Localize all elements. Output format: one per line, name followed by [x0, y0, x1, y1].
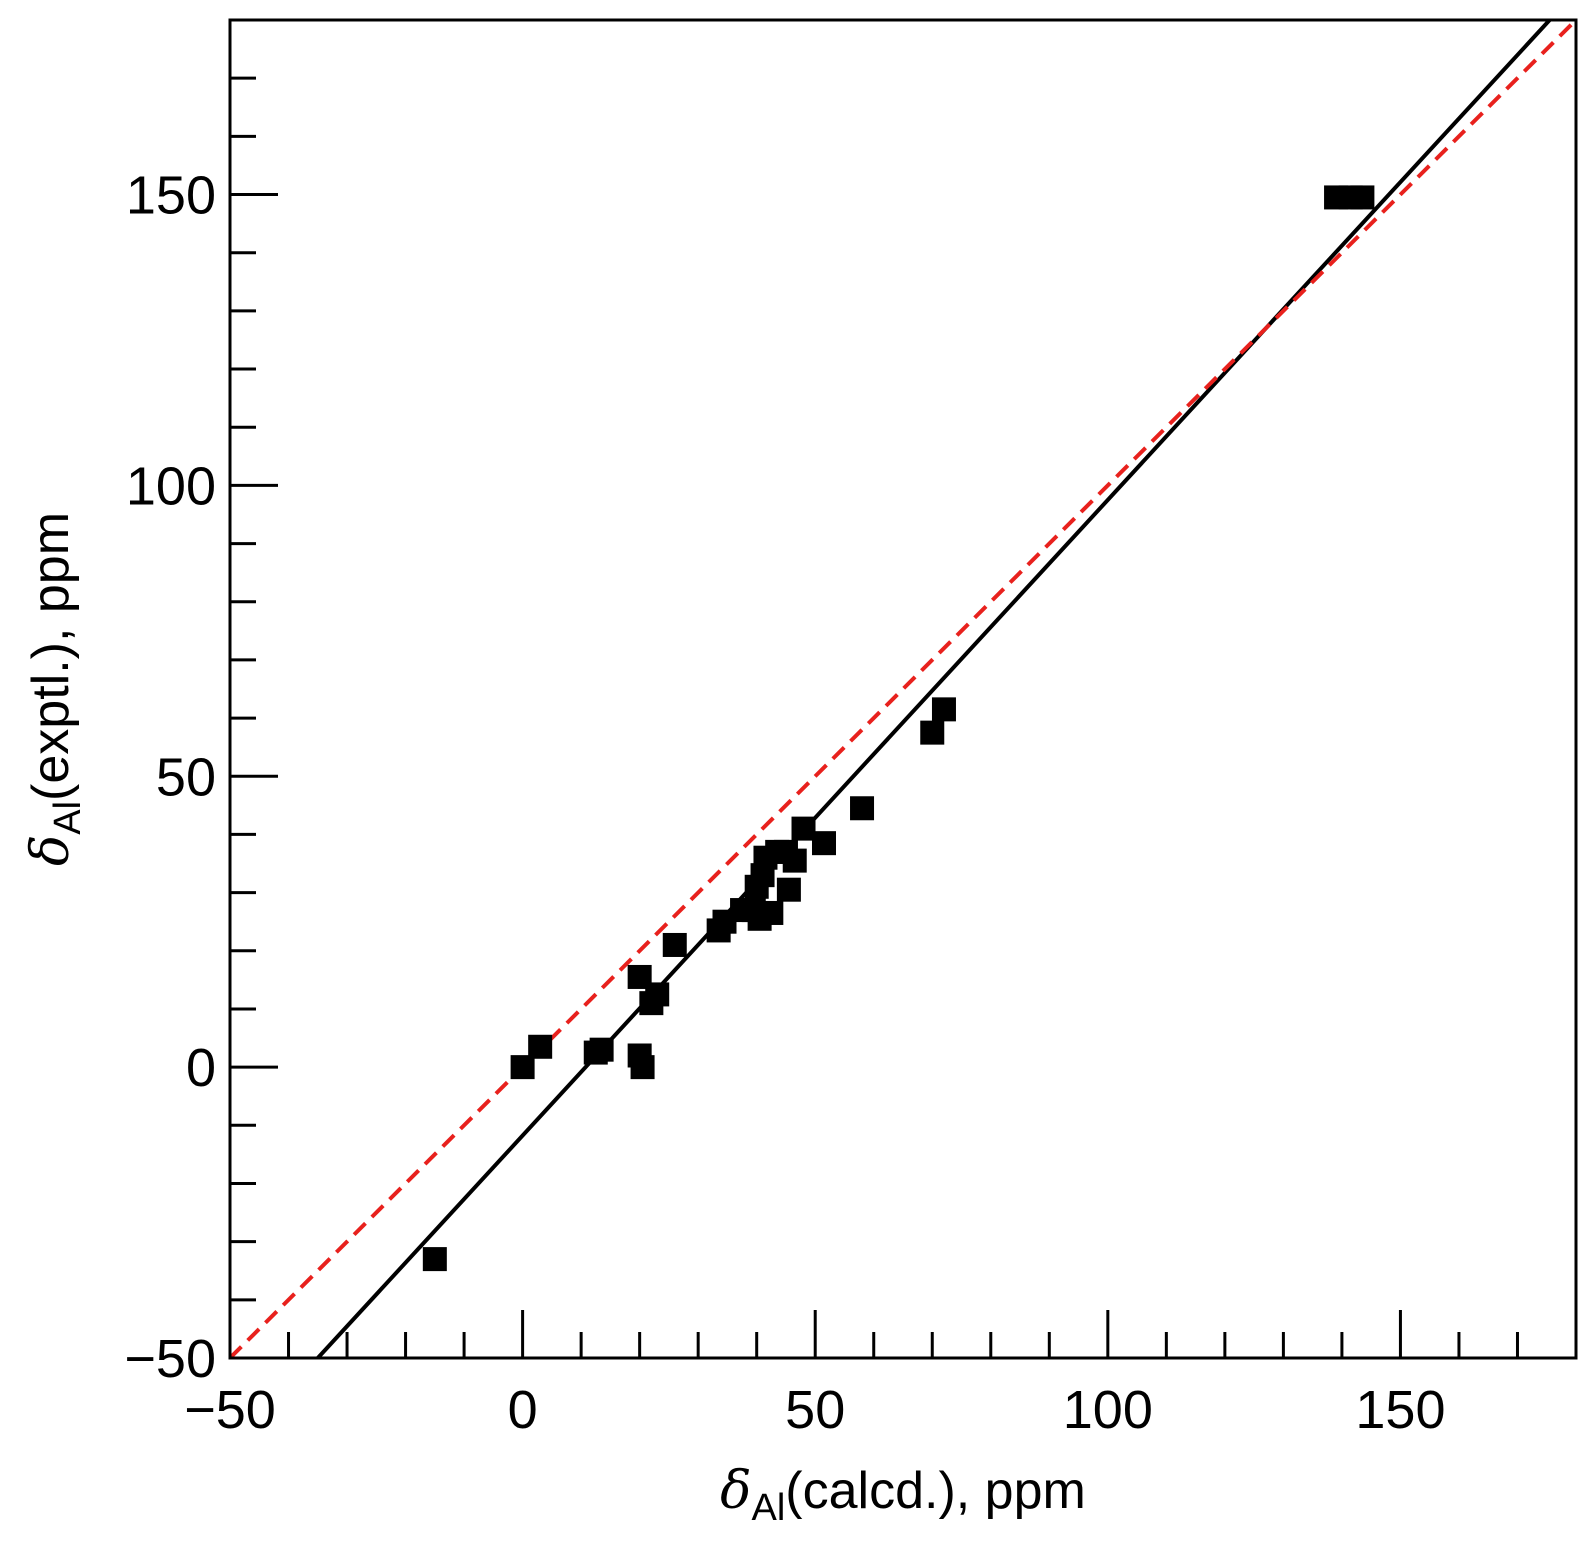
- data-point: [759, 900, 784, 925]
- plot-frame: [228, 18, 1578, 1360]
- x-axis-title: δAl(calcd.), ppm: [720, 1461, 1086, 1529]
- x-tick-labels: −50 0 50 100 150: [184, 1380, 1445, 1440]
- data-point: [630, 1055, 655, 1080]
- data-point: [811, 831, 836, 856]
- data-point: [850, 796, 875, 821]
- y-tick-label: −50: [124, 1329, 216, 1389]
- x-tick-label: 100: [1063, 1380, 1153, 1440]
- identity-line: [230, 20, 1576, 1358]
- data-point: [510, 1055, 535, 1080]
- y-axis-title: δAl(exptl.), ppm: [21, 512, 89, 866]
- data-point: [422, 1247, 447, 1272]
- x-tick-label: 0: [508, 1380, 538, 1440]
- data-point: [920, 720, 945, 745]
- data-point: [931, 697, 956, 722]
- x-tick-label: 50: [785, 1380, 845, 1440]
- data-point: [776, 877, 801, 902]
- y-tick-label: 50: [156, 747, 216, 807]
- data-point: [782, 848, 807, 873]
- y-tick-label: 150: [126, 166, 216, 226]
- x-tick-label: −50: [184, 1380, 276, 1440]
- data-point: [662, 932, 687, 957]
- y-tick-labels: −50 0 50 100 150: [124, 166, 216, 1389]
- data-point: [528, 1034, 553, 1059]
- x-tick-label: 150: [1355, 1380, 1445, 1440]
- data-point: [1350, 185, 1375, 210]
- y-tick-label: 0: [186, 1038, 216, 1098]
- data-point: [645, 982, 670, 1007]
- data-point: [589, 1037, 614, 1062]
- data-points: [422, 185, 1375, 1272]
- y-tick-label: 100: [126, 456, 216, 516]
- fit-line: [316, 20, 1552, 1358]
- data-point: [791, 816, 816, 841]
